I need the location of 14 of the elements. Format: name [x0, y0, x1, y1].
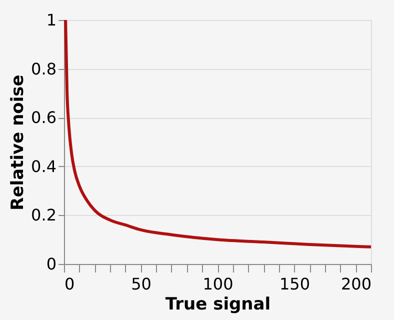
x-axis-title: True signal [165, 294, 271, 314]
x-tick-label: 50 [131, 274, 152, 294]
x-tick-label: 150 [279, 274, 310, 294]
y-tick-label: 0.6 [31, 108, 56, 128]
y-tick-label: 0.2 [31, 206, 56, 225]
y-axis-title: Relative noise [8, 74, 28, 210]
y-tick-label: 0 [46, 254, 56, 274]
y-tick-label: 1 [46, 10, 56, 30]
y-tick-label: 0.8 [31, 59, 56, 78]
x-tick-label: 100 [202, 274, 234, 294]
x-tick-label: 200 [340, 274, 372, 294]
line-series [64, 20, 371, 248]
y-tick-label: 0.4 [31, 156, 56, 176]
x-tick-label: 0 [64, 274, 75, 294]
